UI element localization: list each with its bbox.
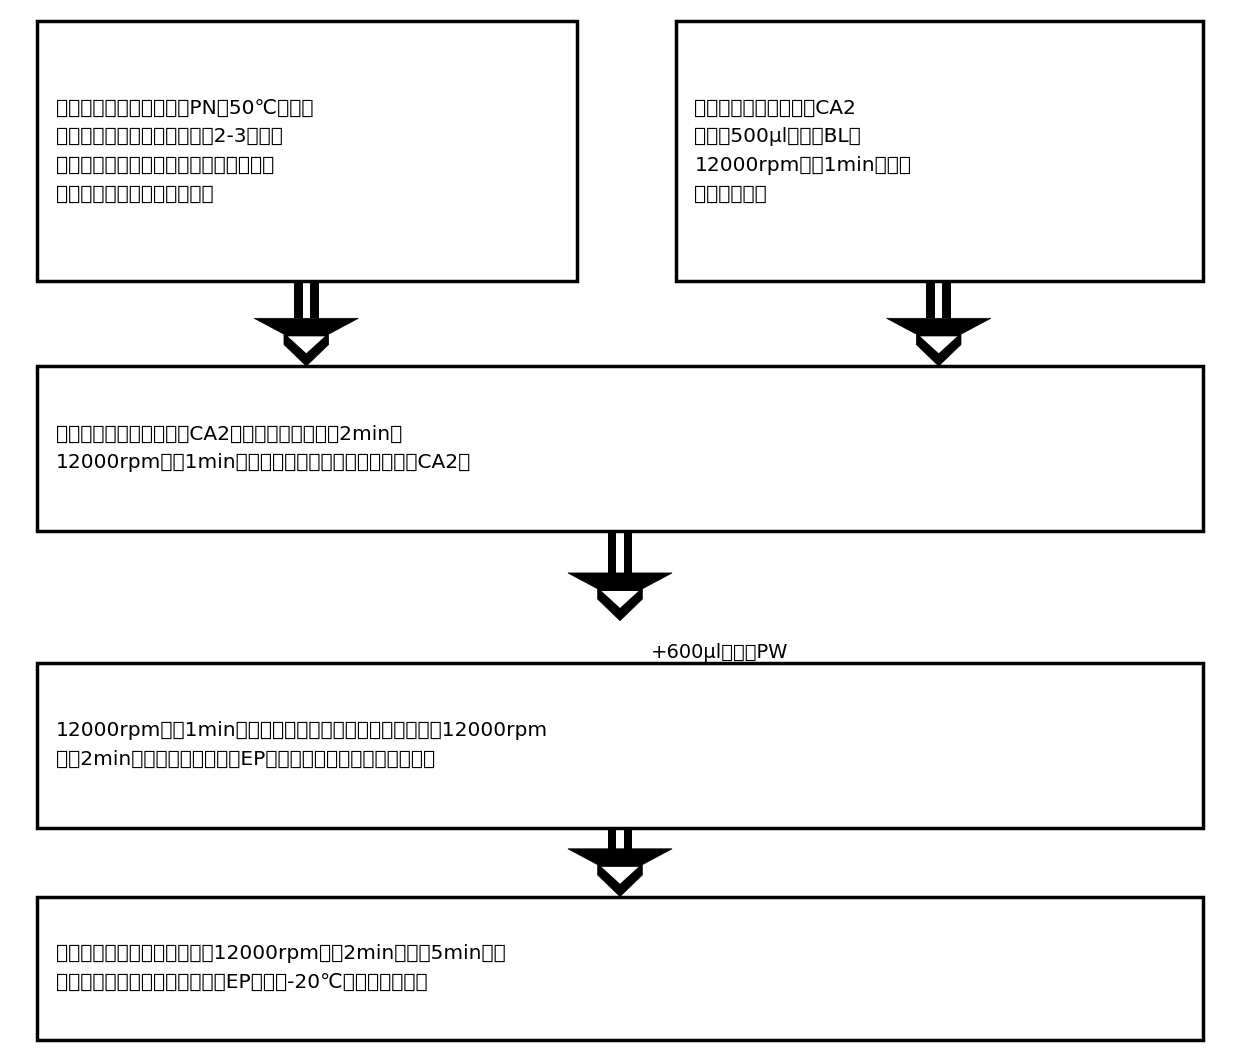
Text: 向吸附膜中间加入蒸馏水，在12000rpm离心2min前室温5min，将
收集离心管中溶液转移至干净的EP管中，-20℃冰箱保存，备用: 向吸附膜中间加入蒸馏水，在12000rpm离心2min前室温5min，将 收集离… — [56, 944, 506, 992]
Text: 将胶块熔化后的溶液加入CA2吸附管中，室温停留2min，
12000rpm离心1min，并收集管中的废液倒掉，再放回CA2管: 将胶块熔化后的溶液加入CA2吸附管中，室温停留2min， 12000rpm离心1… — [56, 424, 471, 472]
Polygon shape — [568, 849, 672, 897]
Text: 向胶块中加入等体积溶液PN，50℃水浴放
置，其间温和上下翻转离心管2-3次，以
确保胶块。如果有未溶的胶块，可继续放
置几分钟，直至胶块完全溶解: 向胶块中加入等体积溶液PN，50℃水浴放 置，其间温和上下翻转离心管2-3次，以… — [56, 99, 314, 204]
Polygon shape — [254, 318, 358, 366]
Bar — [608, 828, 616, 849]
Bar — [624, 530, 632, 573]
Bar — [624, 828, 632, 849]
Bar — [608, 530, 616, 573]
Bar — [942, 281, 951, 318]
Bar — [310, 281, 319, 318]
Text: 12000rpm离心1min，倒掉收集管中废液，重复清洗一次，12000rpm
离心2min，将吸附柱放入干净EP管中，打开盖子室温放置数分钟: 12000rpm离心1min，倒掉收集管中废液，重复清洗一次，12000rpm … — [56, 721, 548, 769]
Polygon shape — [288, 336, 325, 353]
Polygon shape — [887, 318, 991, 366]
Text: +600μl漂洗液PW: +600μl漂洗液PW — [651, 643, 789, 662]
FancyBboxPatch shape — [37, 897, 1203, 1040]
Bar — [294, 281, 303, 318]
Polygon shape — [601, 867, 639, 884]
Bar — [926, 281, 935, 318]
FancyBboxPatch shape — [676, 21, 1203, 281]
Polygon shape — [601, 591, 639, 608]
Polygon shape — [920, 336, 957, 353]
FancyBboxPatch shape — [37, 21, 577, 281]
Text: 平衡吸附柱：向吸附柱CA2
中加入500μl平衡液BL，
12000rpm离心1min，倒掉
收集管中废液: 平衡吸附柱：向吸附柱CA2 中加入500μl平衡液BL， 12000rpm离心1… — [694, 99, 911, 204]
Polygon shape — [568, 573, 672, 621]
FancyBboxPatch shape — [37, 663, 1203, 828]
FancyBboxPatch shape — [37, 366, 1203, 530]
